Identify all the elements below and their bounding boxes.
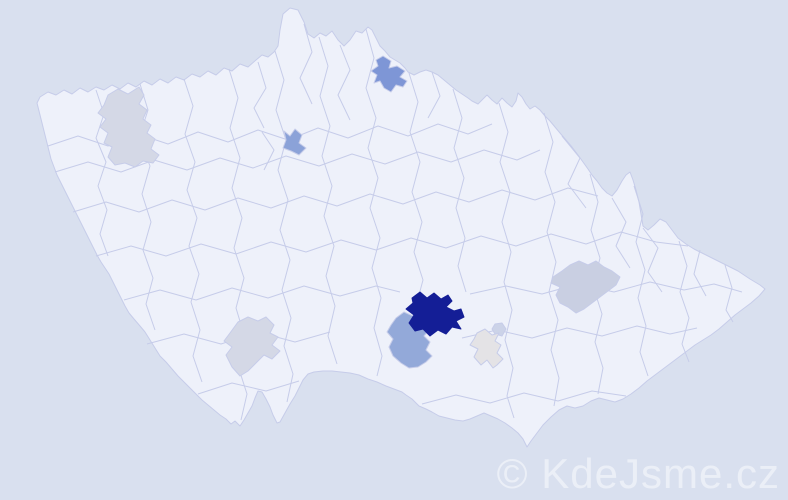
highlight-district-highland-dark (405, 291, 465, 337)
highlight-district-southwest (223, 316, 281, 377)
highlight-district-north (370, 55, 408, 93)
country-outline (36, 7, 766, 448)
highlight-district-southeast (469, 328, 504, 369)
highlight-district-capital (282, 128, 307, 156)
highlight-district-west (97, 86, 160, 168)
highlight-district-east (550, 260, 621, 314)
highlight-district-southeast-city (491, 322, 507, 337)
